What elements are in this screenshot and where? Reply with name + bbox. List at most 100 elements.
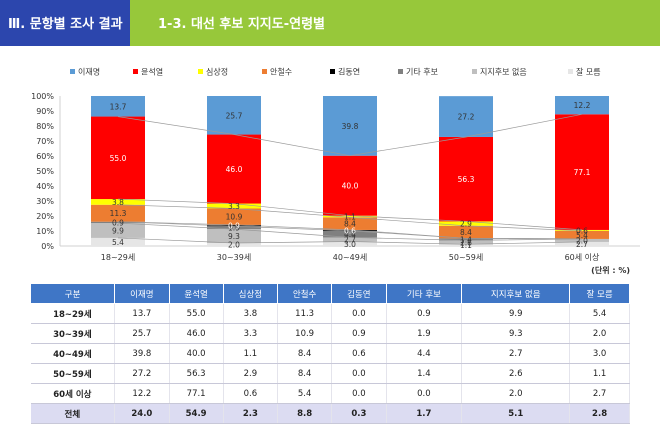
data-label: 77.1: [574, 168, 591, 177]
legend-label: 지지후보 없음: [480, 68, 527, 77]
table-cell: 5.1: [461, 403, 571, 424]
y-tick-label: 50%: [36, 167, 54, 176]
column-header: 구분: [29, 283, 116, 304]
row-header-cell: 60세 이상: [30, 383, 116, 404]
bar-segment: [91, 221, 145, 224]
table-row: 60세 이상 12.2 77.1 0.6 5.4 0.0 0.0 2.0 2.7: [30, 383, 630, 404]
x-tick-label: 60세 이상: [565, 252, 600, 262]
legend-label: 윤석열: [141, 67, 163, 77]
y-tick-label: 0%: [41, 242, 54, 251]
y-tick-label: 10%: [36, 227, 54, 236]
table-cell: 1.4: [386, 363, 463, 384]
bar-segment: [323, 230, 377, 238]
legend-swatch: [198, 69, 203, 74]
table-header-row: 구분 이재명 윤석열 심상정 안철수 김동연 기타 후보 지지후보 없음 잘 모름: [29, 283, 630, 304]
data-label: 25.7: [226, 111, 243, 120]
bar-segment: [207, 224, 261, 227]
legend-swatch: [568, 69, 573, 74]
column-header: 안철수: [276, 283, 333, 304]
bar-segment: [323, 241, 377, 246]
data-label: 0.6: [576, 226, 588, 235]
column-header: 기타 후보: [385, 283, 463, 304]
table-row: 50~59세 27.2 56.3 2.9 8.4 0.0 1.4 2.6 1.1: [30, 363, 630, 384]
table-cell: 10.9: [277, 323, 333, 344]
data-label: 2.9: [460, 220, 472, 229]
table-cell: 0.6: [223, 383, 279, 404]
data-label: 9.9: [112, 226, 124, 235]
table-cell: 0.3: [331, 403, 387, 424]
bar-segment: [91, 116, 145, 200]
series-connector: [117, 221, 583, 240]
table-cell: 27.2: [114, 363, 170, 384]
table-cell: 2.8: [569, 403, 630, 424]
table-cell: 3.3: [223, 323, 279, 344]
table-cell: 54.9: [169, 403, 224, 424]
bar-segment: [91, 96, 145, 117]
bar-segment: [207, 203, 261, 209]
data-label: 55.0: [110, 154, 127, 163]
table-cell: 5.4: [569, 303, 630, 324]
table-cell: 1.1: [569, 363, 630, 384]
legend-label: 안철수: [270, 67, 292, 77]
bar-segment: [323, 217, 377, 230]
data-label: 1.1: [460, 241, 472, 250]
data-label: 1.9: [228, 224, 240, 233]
x-tick-label: 18~29세: [101, 253, 135, 262]
row-header-cell: 18~29세: [30, 303, 116, 324]
row-header-cell: 40~49세: [30, 343, 116, 364]
column-header: 심상정: [222, 283, 279, 304]
table-cell: 0.9: [386, 303, 463, 324]
legend-label: 기타 후보: [406, 68, 438, 77]
table-cell: 77.1: [169, 383, 224, 404]
bar-segment: [555, 229, 609, 231]
table-cell: 3.0: [569, 343, 630, 364]
table-cell: 0.0: [331, 363, 387, 384]
legend-swatch: [398, 69, 403, 74]
legend-swatch: [70, 69, 75, 74]
table-cell: 1.9: [386, 323, 463, 344]
x-tick-label: 50~59세: [449, 253, 483, 262]
table-cell: 9.3: [461, 323, 571, 344]
y-tick-label: 30%: [36, 197, 54, 206]
table-cell: 1.7: [386, 403, 463, 424]
data-label: 9.3: [228, 232, 240, 241]
table-cell: 13.7: [114, 303, 170, 324]
table-cell: 8.8: [277, 403, 333, 424]
table-cell: 0.0: [331, 303, 387, 324]
bar-segment: [91, 223, 145, 238]
bar-segment: [555, 114, 609, 230]
data-label: 2.6: [460, 238, 472, 247]
series-connector: [117, 237, 583, 245]
data-label: 11.3: [110, 209, 127, 218]
data-label: 1.4: [460, 235, 472, 244]
table-cell: 3.8: [223, 303, 279, 324]
bar-segment: [91, 199, 145, 205]
header-title-bg: [130, 0, 660, 46]
data-table: 구분 이재명 윤석열 심상정 안철수 김동연 기타 후보 지지후보 없음 잘 모름 18~29세…: [29, 283, 630, 424]
bar-segment: [555, 96, 609, 115]
column-header: 잘 모름: [569, 283, 630, 304]
table-cell: 0.9: [331, 323, 387, 344]
section-title: Ⅲ. 문항별 조사 결과: [8, 17, 123, 32]
table-row: 30~39세 25.7 46.0 3.3 10.9 0.9 1.9 9.3 2.0: [30, 323, 630, 344]
data-label: 2.7: [576, 240, 588, 249]
table-body: 18~29세 13.7 55.0 3.8 11.3 0.0 0.9 9.9 5.4 30~39세 2…: [30, 303, 630, 424]
table-cell: 9.9: [461, 303, 571, 324]
bar-segment: [439, 244, 493, 246]
series-connector: [117, 222, 583, 241]
data-label: 27.2: [458, 113, 475, 122]
bar-segment: [207, 226, 261, 230]
chart-title: 1-3. 대선 후보 지지도-연령별: [158, 17, 325, 32]
table-cell: 56.3: [169, 363, 224, 384]
table-cell: 2.9: [223, 363, 279, 384]
y-tick-label: 40%: [36, 182, 54, 191]
data-label: 4.4: [344, 230, 356, 239]
legend-label: 김동연: [338, 67, 360, 77]
table-cell: 55.0: [169, 303, 224, 324]
table-cell: 2.3: [223, 403, 279, 424]
bar-segment: [323, 96, 377, 156]
table-cell: 8.4: [277, 363, 333, 384]
data-label: 2.0: [576, 236, 588, 245]
header-bar: Ⅲ. 문항별 조사 결과 1-3. 대선 후보 지지도-연령별: [0, 0, 660, 46]
bar-segment: [439, 225, 493, 239]
